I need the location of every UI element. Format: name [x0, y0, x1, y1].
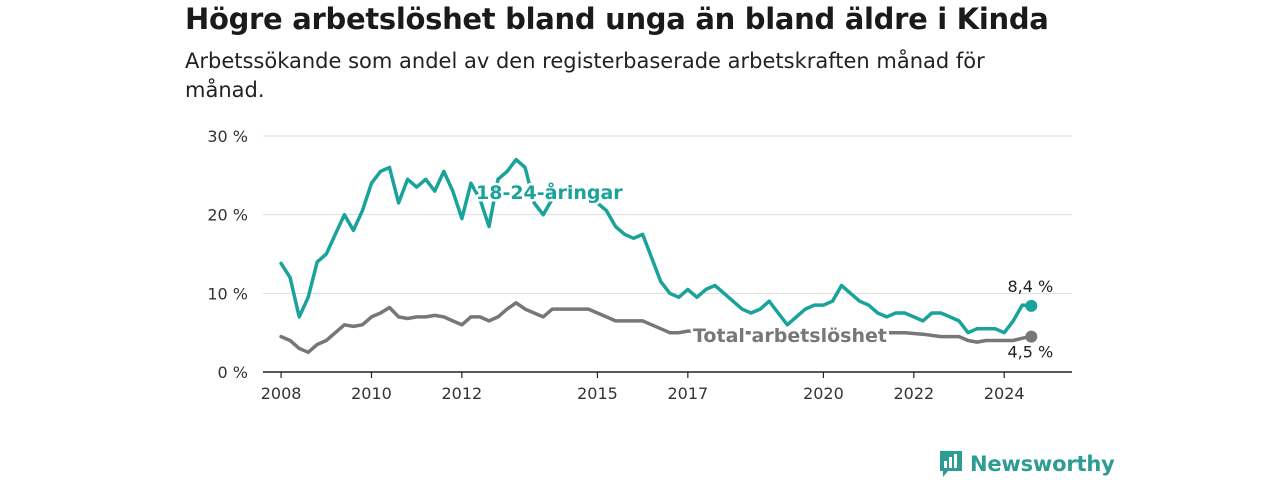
y-tick-label: 20 %: [207, 206, 248, 225]
total-end-marker: [1025, 330, 1038, 343]
total-series-label: Total arbetslöshet: [693, 325, 887, 347]
brand-logo: Newsworthy: [938, 449, 1115, 479]
x-tick-label: 2022: [893, 384, 934, 403]
y-tick-label: 0 %: [218, 363, 248, 382]
youth-series-label: 18-24-åringar: [476, 180, 623, 204]
x-tick-label: 2008: [261, 384, 302, 403]
y-tick-label: 30 %: [207, 127, 248, 146]
chart-subtitle: Arbetssökande som andel av den registerb…: [185, 49, 985, 102]
x-tick-label: 2020: [803, 384, 844, 403]
bar-chart-speech-bubble-icon: [940, 451, 962, 477]
y-tick-label: 10 %: [207, 284, 248, 303]
x-tick-label: 2017: [667, 384, 708, 403]
total-series-line: [279, 301, 1034, 355]
x-tick-label: 2010: [351, 384, 392, 403]
youth-end-value: 8,4 %: [1007, 277, 1053, 296]
x-tick-label: 2012: [442, 384, 483, 403]
total-end-value: 4,5 %: [1007, 343, 1053, 362]
youth-series-line: [279, 157, 1034, 335]
brand-name: Newsworthy: [970, 452, 1115, 476]
x-tick-label: 2015: [577, 384, 618, 403]
x-tick-label: 2024: [984, 384, 1025, 403]
chart-title: Högre arbetslöshet bland unga än bland ä…: [185, 2, 1049, 36]
youth-end-marker: [1025, 299, 1038, 312]
